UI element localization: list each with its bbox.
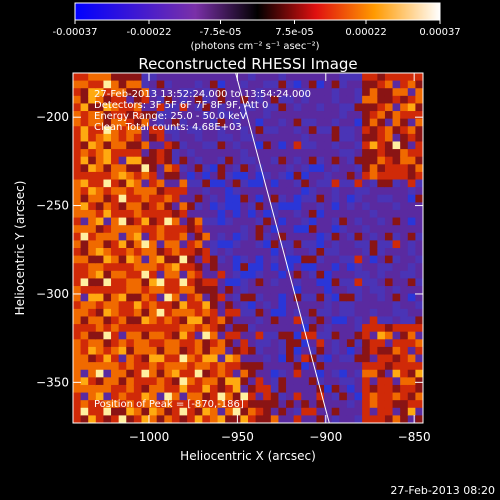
colorbar-tick-label: -0.00022 [127, 27, 172, 38]
header-annotations: 27-Feb-2013 13:52:24.000 to 13:54:24.000… [94, 89, 311, 133]
y-tick-label: −300 [36, 287, 69, 301]
annotation-line: Clean Total counts: 4.68E+03 [94, 122, 242, 133]
annotation-line: 27-Feb-2013 13:52:24.000 to 13:54:24.000 [94, 89, 311, 100]
colorbar-tick-label: 0.00022 [345, 27, 386, 38]
y-tick-label: −250 [36, 199, 69, 213]
plot-frame [72, 72, 424, 424]
x-tick-label: −950 [221, 430, 254, 444]
colorbar-ticks: -0.00037 -0.00022 -7.5e-05 7.5e-05 0.00022 0.… [53, 20, 461, 38]
x-axis-label: Heliocentric X (arcsec) [180, 449, 316, 463]
x-tick-label: −900 [309, 430, 342, 444]
colorbar-tick-label: 7.5e-05 [275, 27, 313, 38]
footer-timestamp: 27-Feb-2013 08:20 [390, 484, 495, 497]
annotation-line: Energy Range: 25.0 - 50.0 keV [94, 111, 247, 122]
x-tick-label: −850 [398, 430, 431, 444]
x-tick-label: −1000 [129, 430, 170, 444]
chart-title: Reconstructed RHESSI Image [138, 55, 357, 73]
colorbar-tick-label: 0.00037 [419, 27, 460, 38]
peak-position-label: Position of Peak = [-870,-186] [94, 399, 244, 410]
colorbar [74, 2, 441, 21]
solar-limb-line [235, 72, 330, 424]
y-tick-label: −350 [36, 375, 69, 389]
axis-ticks: −1000 −950 −900 −850 −200 −250 −300 −350 [36, 73, 431, 444]
annotation-line: Detectors: 3F 5F 6F 7F 8F 9F, Att 0 [94, 100, 268, 111]
colorbar-tick-label: -7.5e-05 [200, 27, 242, 38]
y-tick-label: −200 [36, 110, 69, 124]
heatmap-image [73, 73, 423, 423]
y-axis-label: Heliocentric Y (arcsec) [13, 181, 27, 316]
colorbar-units: (photons cm⁻² s⁻¹ asec⁻²) [190, 41, 319, 52]
colorbar-tick-label: -0.00037 [53, 27, 98, 38]
